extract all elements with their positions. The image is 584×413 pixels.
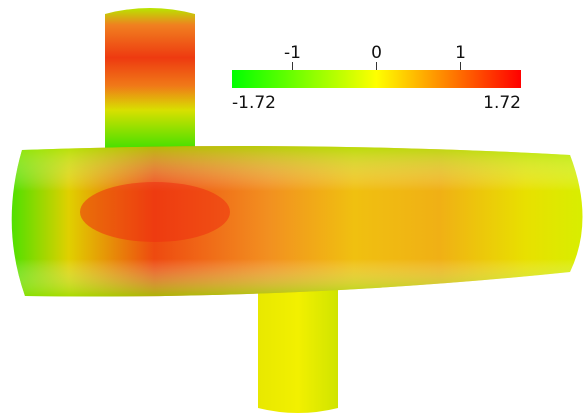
colorbar-max-label: 1.72: [483, 93, 521, 113]
colorbar-tick-label: -1: [284, 43, 301, 63]
colorbar-min-label: -1.72: [232, 93, 276, 113]
scene: -1.72 1.72 -1 0 1: [0, 0, 584, 413]
top-pipe: [105, 8, 195, 150]
colorbar-gradient: [232, 70, 521, 88]
colorbar-tick-label: 0: [371, 43, 382, 63]
bottom-pipe: [258, 288, 338, 413]
colorbar: -1.72 1.72 -1 0 1: [232, 43, 521, 113]
hot-spot: [80, 182, 230, 242]
colorbar-tick-label: 1: [455, 43, 466, 63]
